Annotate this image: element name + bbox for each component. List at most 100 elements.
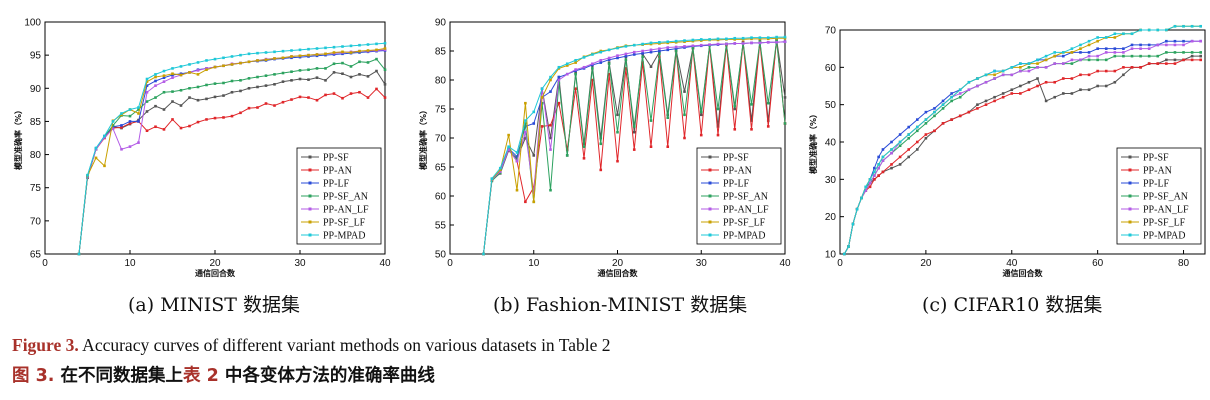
data-point (332, 71, 336, 74)
data-point (616, 113, 619, 117)
data-point (1122, 47, 1125, 50)
data-point (907, 125, 911, 129)
data-point (1087, 43, 1091, 47)
x-tick-label: 0 (837, 258, 843, 269)
data-point (632, 130, 636, 134)
data-point (332, 92, 336, 95)
data-point (976, 107, 979, 110)
data-point (549, 148, 552, 151)
data-point (315, 53, 319, 56)
data-point (632, 125, 636, 128)
chart-svg-a: 0 10 20 30 40 65 70 75 80 85 90 95 100 通信回合数 模型准确率（%） P… (13, 18, 391, 279)
y-axis-label: 模型准确率（%） (13, 106, 23, 170)
x-tick-label: 40 (379, 258, 391, 269)
data-point (591, 62, 594, 66)
data-point (145, 84, 149, 87)
data-point (933, 129, 936, 133)
data-point (915, 125, 919, 129)
data-point (137, 141, 140, 144)
data-point (915, 148, 919, 151)
y-tick-label: 80 (30, 150, 42, 161)
data-point (1173, 43, 1177, 47)
data-point (1044, 54, 1048, 58)
data-point (1182, 39, 1185, 43)
data-point (557, 78, 561, 82)
data-point (111, 125, 115, 129)
data-point (958, 114, 962, 118)
data-point (984, 73, 988, 77)
data-point (213, 82, 217, 85)
legend-label: PP-AN_LF (723, 205, 769, 216)
y-tick-label: 55 (435, 221, 447, 232)
data-point (1070, 51, 1074, 54)
data-point (1001, 92, 1005, 95)
data-point (213, 65, 217, 69)
data-point (222, 56, 225, 60)
data-point (307, 78, 310, 81)
data-point (332, 51, 336, 54)
data-point (1001, 69, 1005, 73)
legend-label: PP-SF_LF (323, 218, 366, 229)
data-point (315, 47, 319, 50)
data-point (582, 65, 586, 69)
legend-label: PP-SF_LF (723, 218, 766, 229)
data-point (766, 119, 770, 122)
data-point (741, 36, 745, 40)
data-point (641, 42, 644, 46)
data-point (1036, 58, 1039, 62)
data-point (1096, 69, 1099, 73)
data-point (933, 114, 936, 118)
data-point (171, 73, 174, 77)
data-point (1139, 28, 1142, 32)
data-point (750, 119, 753, 122)
data-point (196, 61, 200, 64)
data-point (375, 48, 378, 52)
data-point (574, 61, 577, 64)
data-point (993, 99, 996, 103)
data-point (515, 155, 519, 158)
data-point (128, 122, 132, 125)
data-point (358, 51, 361, 54)
data-point (540, 87, 544, 90)
data-point (1096, 47, 1099, 50)
data-point (1027, 62, 1031, 65)
data-point (1104, 84, 1108, 88)
data-point (247, 106, 251, 110)
data-point (1053, 95, 1057, 99)
data-point (1199, 39, 1203, 43)
data-point (1070, 47, 1074, 50)
data-point (507, 133, 510, 137)
data-point (196, 73, 200, 76)
y-tick-label: 75 (30, 183, 42, 194)
data-point (941, 122, 945, 125)
y-tick-label: 95 (30, 51, 42, 62)
data-point (641, 49, 644, 53)
data-point (950, 99, 953, 103)
data-point (1199, 58, 1203, 62)
data-point (256, 85, 259, 89)
data-point (1053, 54, 1057, 58)
data-point (733, 107, 737, 111)
data-point (179, 104, 183, 107)
data-point (607, 72, 611, 76)
data-point (683, 39, 686, 42)
data-point (1019, 66, 1022, 69)
data-point (1096, 84, 1099, 88)
x-axis-label: 通信回合数 (195, 268, 236, 278)
data-point (366, 61, 370, 64)
x-tick-label: 0 (42, 258, 48, 269)
data-point (111, 120, 115, 123)
data-point (699, 38, 703, 41)
data-point (683, 113, 686, 117)
data-point (1165, 39, 1168, 43)
data-point (315, 54, 319, 58)
data-point (1061, 92, 1065, 95)
data-point (154, 73, 157, 76)
data-point (758, 41, 762, 45)
data-point (247, 86, 251, 90)
data-point (607, 56, 611, 60)
data-point (103, 164, 106, 168)
data-point (958, 88, 962, 92)
data-point (222, 94, 225, 97)
data-point (298, 77, 302, 81)
